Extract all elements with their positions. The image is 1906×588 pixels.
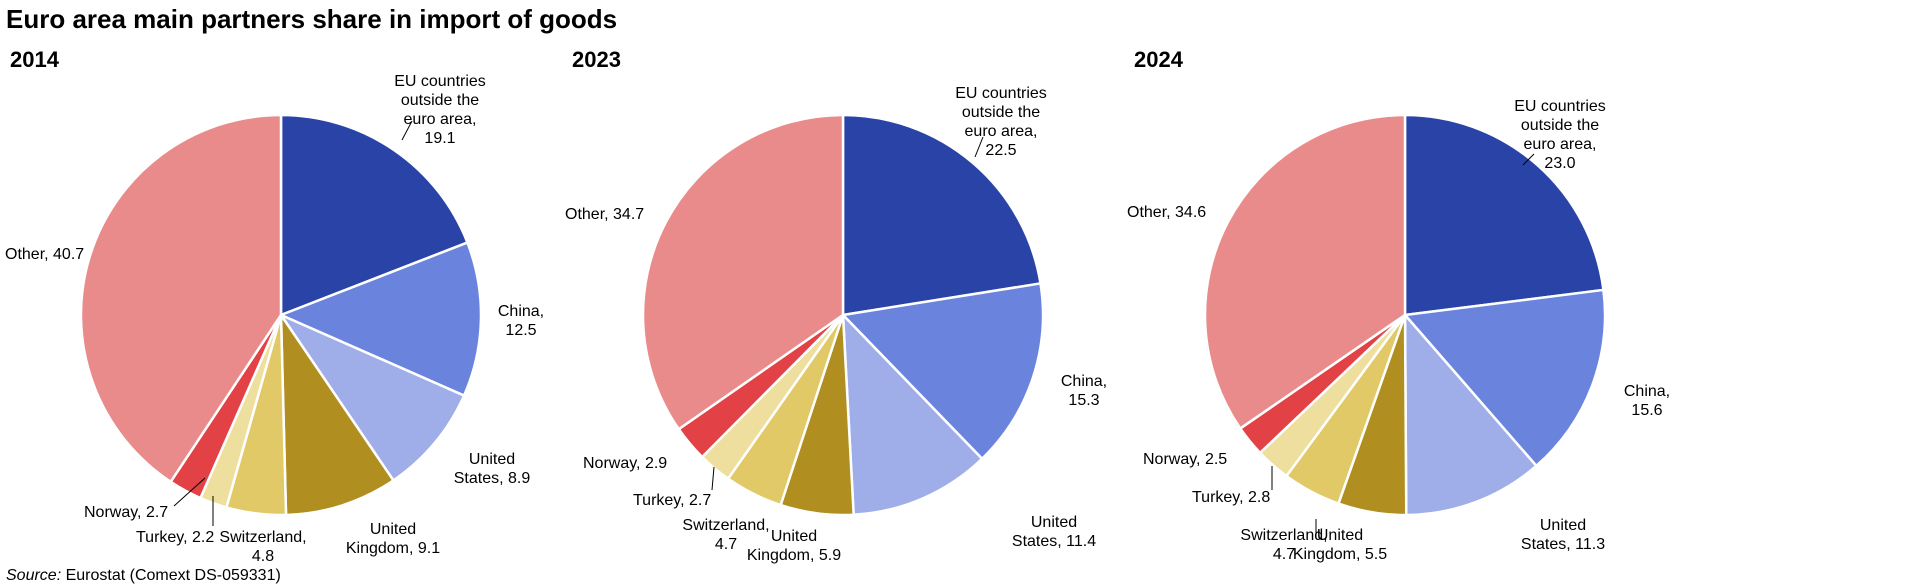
slice-china [1402,288,1607,468]
leader-line-eu-countries-outside-the-euro-area [401,120,413,141]
source-note: Source: Eurostat (Comext DS-059331) [6,567,281,585]
data-label-turkey: Turkey, 2.8 [1192,489,1270,506]
data-label-china: China, 15.6 [1624,383,1670,419]
leader-line-norway [173,477,206,507]
pie-panel-2014: 2014 EU countries outside the euro area, 19.… [5,47,544,565]
source-label: Source: [6,567,62,584]
leader-line-turkey [711,466,715,491]
data-label-united-kingdom: United Kingdom, 5.5 [1293,527,1387,563]
data-label-eu-countries-outside-the-euro-area: EU countries outside the euro area, 19.1 [394,73,486,147]
data-label-other: Other, 34.6 [1127,204,1206,221]
slice-eu-countries-outside-the-euro-area [841,113,1042,317]
data-label-switzerland: Switzerland, 4.8 [219,529,306,565]
leader-line-eu-countries-outside-the-euro-area [974,136,984,158]
slice-eu-countries-outside-the-euro-area [279,113,470,317]
panel-year-title: 2014 [10,47,60,72]
pie-panel-2023: 2023 EU countries outside the euro area, 22.… [565,47,1107,564]
data-label-other: Other, 40.7 [5,246,84,263]
panel-year-title: 2023 [572,47,621,72]
slice-eu-countries-outside-the-euro-area [1403,113,1605,317]
data-label-norway: Norway, 2.5 [1143,451,1227,468]
slice-other [79,113,283,484]
data-label-united-kingdom: United Kingdom, 9.1 [346,521,440,557]
data-label-switzerland: Switzerland, 4.7 [682,517,769,553]
pie-panel-2024: 2024 EU countries outside the euro area, 23.… [1127,47,1670,563]
data-label-norway: Norway, 2.9 [583,455,667,472]
data-label-china: China, 15.3 [1061,373,1107,409]
slice-china [277,240,483,398]
data-label-united-states: United States, 11.3 [1521,517,1605,553]
chart-title: Euro area main partners share in import … [6,4,618,34]
data-label-norway: Norway, 2.7 [84,504,168,521]
data-label-turkey: Turkey, 2.7 [633,492,711,509]
data-label-eu-countries-outside-the-euro-area: EU countries outside the euro area, 23.0 [1514,98,1606,172]
slice-united-states [841,311,984,517]
slice-china [840,281,1045,461]
source-text: Eurostat (Comext DS-059331) [65,567,281,584]
panel-year-title: 2024 [1134,47,1184,72]
data-label-united-states: United States, 8.9 [454,451,531,487]
leader-line-eu-countries-outside-the-euro-area [1522,153,1535,166]
slice-united-states [1403,311,1539,517]
data-label-united-states: United States, 11.4 [1012,514,1096,550]
slice-united-states [277,312,466,483]
data-label-turkey: Turkey, 2.2 [136,529,214,546]
data-label-other: Other, 34.7 [565,206,644,223]
data-label-united-kingdom: United Kingdom, 5.9 [747,528,841,564]
data-label-eu-countries-outside-the-euro-area: EU countries outside the euro area, 22.5 [955,85,1047,159]
slice-other [1203,113,1407,431]
slice-other [641,113,845,431]
slice-united-kingdom [279,310,396,517]
data-label-switzerland: Switzerland, 4.7 [1240,527,1327,563]
data-label-china: China, 12.5 [498,303,544,339]
